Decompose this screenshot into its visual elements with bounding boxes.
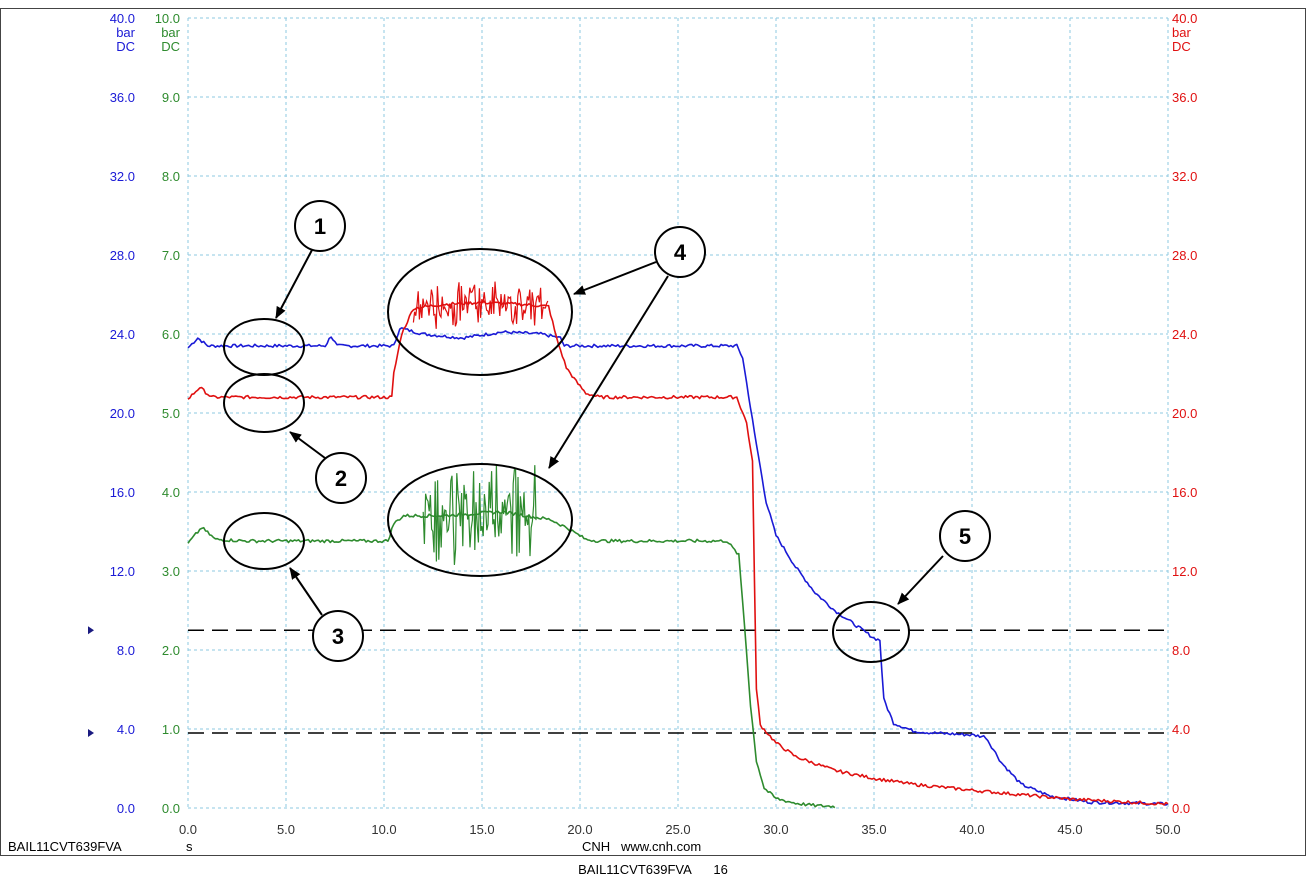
left-blue-tick-label: 36.0 [110, 90, 135, 105]
right-red-tick-label: 4.0 [1172, 722, 1190, 737]
left-green-tick-label: 7.0 [162, 248, 180, 263]
left-green-tick-label: 1.0 [162, 722, 180, 737]
red-oscillation-band [412, 281, 549, 329]
left-blue-tick-label: 12.0 [110, 564, 135, 579]
left-blue-tick-label: 8.0 [117, 643, 135, 658]
left-blue-tick-label: 4.0 [117, 722, 135, 737]
callout-ellipse-3 [223, 512, 305, 570]
callout-circle-2 [315, 452, 367, 504]
x-tick-label: 25.0 [665, 822, 690, 837]
x-tick-label: 45.0 [1057, 822, 1082, 837]
left-green-tick-label: 2.0 [162, 643, 180, 658]
left-green-tick-label: 4.0 [162, 485, 180, 500]
callout-arrow-2 [289, 431, 326, 459]
callout-arrow-1 [275, 249, 313, 319]
x-tick-label: 50.0 [1155, 822, 1180, 837]
callout-circle-1 [294, 200, 346, 252]
left-green-tick-label: 9.0 [162, 90, 180, 105]
x-tick-label: 20.0 [567, 822, 592, 837]
figure-id: BAIL11CVT639FVA [578, 862, 692, 877]
right-red-tick-label: 36.0 [1172, 90, 1197, 105]
figure-number: 16 [713, 862, 728, 877]
right-red-unit-label: bar [1172, 25, 1191, 40]
right-red-tick-label: 12.0 [1172, 564, 1197, 579]
data-series [187, 281, 1169, 809]
x-tick-label: 10.0 [371, 822, 396, 837]
left-green-unit-label: 10.0 [155, 11, 180, 26]
x-unit-label: s [186, 839, 193, 854]
green-pressure-line [187, 510, 836, 809]
right-red-tick-label: 0.0 [1172, 801, 1190, 816]
x-tick-label: 30.0 [763, 822, 788, 837]
right-red-unit-label: 40.0 [1172, 11, 1197, 26]
right-red-tick-label: 24.0 [1172, 327, 1197, 342]
left-blue-unit-label: bar [116, 25, 135, 40]
left-green-tick-label: 6.0 [162, 327, 180, 342]
left-green-unit-label: DC [161, 39, 180, 54]
callout-arrow-3 [289, 567, 323, 616]
callout-ellipse-2 [223, 373, 305, 433]
callout-label-5: 5 [959, 524, 971, 549]
bottom-center-label: CNH www.cnh.com [582, 839, 701, 854]
callout-circle-4 [654, 226, 706, 278]
bottom-left-label: BAIL11CVT639FVA [8, 839, 122, 854]
left-green-tick-label: 5.0 [162, 406, 180, 421]
right-red-tick-label: 28.0 [1172, 248, 1197, 263]
plot-frame [0, 8, 1306, 856]
right-red-tick-label: 8.0 [1172, 643, 1190, 658]
left-blue-tick-label: 24.0 [110, 327, 135, 342]
right-red-tick-label: 32.0 [1172, 169, 1197, 184]
callouts: 1 2 3 4 5 [223, 200, 991, 663]
left-green-tick-label: 8.0 [162, 169, 180, 184]
left-green-unit-label: bar [161, 25, 180, 40]
x-tick-label: 35.0 [861, 822, 886, 837]
reference-marker [88, 728, 94, 737]
blue-pressure-line [187, 327, 1169, 806]
right-red-tick-label: 16.0 [1172, 485, 1197, 500]
left-blue-tick-label: 20.0 [110, 406, 135, 421]
left-blue-tick-label: 28.0 [110, 248, 135, 263]
reference-marker [88, 626, 94, 635]
x-tick-label: 0.0 [179, 822, 197, 837]
callout-circle-5 [939, 510, 991, 562]
callout-arrow-4b [548, 275, 669, 469]
callout-label-3: 3 [332, 624, 344, 649]
callout-ellipse-4a [387, 248, 573, 376]
left-blue-tick-label: 16.0 [110, 485, 135, 500]
callout-circle-3 [312, 610, 364, 662]
left-blue-unit-label: DC [116, 39, 135, 54]
right-red-unit-label: DC [1172, 39, 1191, 54]
callout-arrow-5 [897, 555, 944, 605]
red-pressure-line [187, 300, 1169, 806]
callout-label-2: 2 [335, 466, 347, 491]
callout-arrow-4a [573, 261, 657, 295]
left-blue-tick-label: 32.0 [110, 169, 135, 184]
callout-label-4: 4 [674, 240, 687, 265]
x-tick-label: 15.0 [469, 822, 494, 837]
left-blue-unit-label: 40.0 [110, 11, 135, 26]
left-green-tick-label: 0.0 [162, 801, 180, 816]
left-blue-tick-label: 0.0 [117, 801, 135, 816]
x-tick-label: 5.0 [277, 822, 295, 837]
callout-ellipse-5 [832, 601, 910, 663]
tick-labels: 0.0 5.0 10.0 15.0 20.0 25.0 30.0 35.0 40.0 45.0 50… [110, 90, 1198, 837]
grid [187, 17, 1169, 809]
left-green-tick-label: 3.0 [162, 564, 180, 579]
figure-caption: BAIL11CVT639FVA 16 [0, 862, 1306, 877]
callout-ellipse-4b [387, 463, 573, 577]
green-oscillation-band [422, 465, 537, 565]
reference-lines [88, 626, 1168, 737]
x-tick-label: 40.0 [959, 822, 984, 837]
right-red-tick-label: 20.0 [1172, 406, 1197, 421]
callout-label-1: 1 [314, 214, 326, 239]
